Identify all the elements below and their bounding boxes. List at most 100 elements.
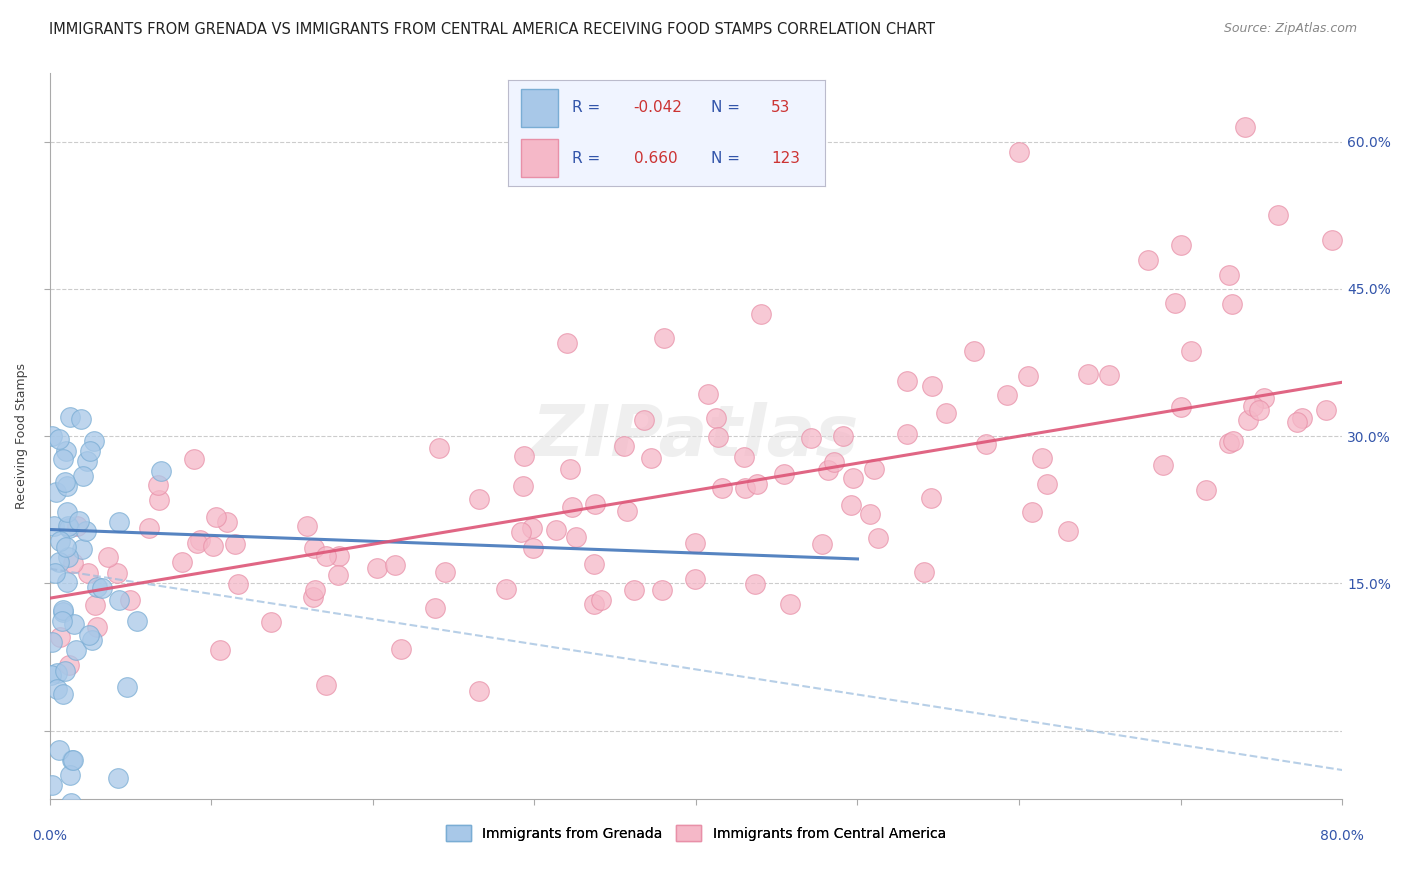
- Point: [56, 479, 79, 493]
- Point: [1164, 296, 1187, 310]
- Point: [423, 601, 446, 615]
- Point: [48, 432, 70, 446]
- Point: [467, 683, 489, 698]
- Point: [711, 481, 734, 495]
- Point: [512, 479, 534, 493]
- Point: [1286, 415, 1309, 429]
- Point: [1021, 505, 1043, 519]
- Point: [1236, 412, 1258, 426]
- Point: [1137, 252, 1160, 267]
- Point: [52, 605, 75, 619]
- Point: [209, 643, 232, 657]
- Point: [45, 484, 67, 499]
- Point: [1031, 450, 1053, 465]
- Point: [186, 535, 208, 549]
- Point: [1035, 477, 1057, 491]
- Point: [146, 477, 169, 491]
- Point: [66, 518, 89, 533]
- Point: [640, 450, 662, 465]
- Point: [744, 576, 766, 591]
- Point: [811, 537, 834, 551]
- Point: [817, 463, 839, 477]
- Point: [328, 549, 350, 563]
- Point: [1195, 483, 1218, 498]
- Point: [41, 778, 63, 792]
- Point: [1170, 400, 1192, 414]
- Point: [565, 530, 588, 544]
- Point: [60, 797, 83, 811]
- Point: [72, 469, 94, 483]
- Point: [1152, 458, 1174, 472]
- Point: [149, 464, 172, 478]
- Point: [683, 572, 706, 586]
- Point: [920, 491, 942, 505]
- Point: [183, 452, 205, 467]
- Point: [434, 565, 457, 579]
- Point: [56, 575, 79, 590]
- Point: [201, 539, 224, 553]
- Point: [1057, 524, 1080, 538]
- Point: [138, 521, 160, 535]
- Point: [108, 515, 131, 529]
- Point: [39, 668, 62, 682]
- Point: [520, 521, 543, 535]
- Point: [215, 515, 238, 529]
- Point: [1220, 297, 1243, 311]
- Point: [188, 533, 211, 548]
- Point: [633, 413, 655, 427]
- Point: [77, 566, 100, 580]
- Point: [384, 558, 406, 572]
- Point: [295, 519, 318, 533]
- Point: [260, 615, 283, 629]
- Point: [86, 620, 108, 634]
- Point: [995, 388, 1018, 402]
- Point: [651, 583, 673, 598]
- Point: [315, 549, 337, 564]
- Point: [707, 430, 730, 444]
- Point: [76, 524, 98, 539]
- Point: [70, 542, 93, 557]
- Point: [97, 550, 120, 565]
- Point: [56, 550, 79, 565]
- Point: [555, 335, 578, 350]
- Point: [53, 664, 76, 678]
- Point: [86, 580, 108, 594]
- Point: [832, 429, 855, 443]
- Point: [117, 680, 139, 694]
- Point: [863, 462, 886, 476]
- Point: [55, 540, 77, 554]
- Point: [823, 455, 845, 469]
- Point: [125, 615, 148, 629]
- Point: [58, 519, 80, 533]
- Point: [561, 500, 583, 514]
- Point: [1180, 344, 1202, 359]
- Point: [734, 481, 756, 495]
- Point: [58, 521, 80, 535]
- Point: [1098, 368, 1121, 382]
- Point: [62, 556, 84, 570]
- Point: [704, 411, 727, 425]
- Point: [583, 557, 606, 571]
- Point: [51, 614, 73, 628]
- Point: [1291, 411, 1313, 425]
- Point: [120, 593, 142, 607]
- Point: [45, 665, 67, 680]
- Point: [91, 582, 114, 596]
- Point: [302, 541, 325, 556]
- Point: [1322, 233, 1344, 247]
- Point: [800, 431, 823, 445]
- Point: [427, 442, 450, 456]
- Point: [582, 597, 605, 611]
- Point: [613, 439, 636, 453]
- Point: [859, 507, 882, 521]
- Point: [83, 434, 105, 449]
- Point: [48, 555, 70, 569]
- Point: [697, 386, 720, 401]
- Point: [226, 577, 249, 591]
- Point: [63, 617, 86, 632]
- Point: [921, 378, 943, 392]
- Point: [65, 643, 87, 657]
- Y-axis label: Receiving Food Stamps: Receiving Food Stamps: [15, 363, 28, 509]
- Point: [522, 541, 544, 555]
- Point: [1267, 208, 1289, 222]
